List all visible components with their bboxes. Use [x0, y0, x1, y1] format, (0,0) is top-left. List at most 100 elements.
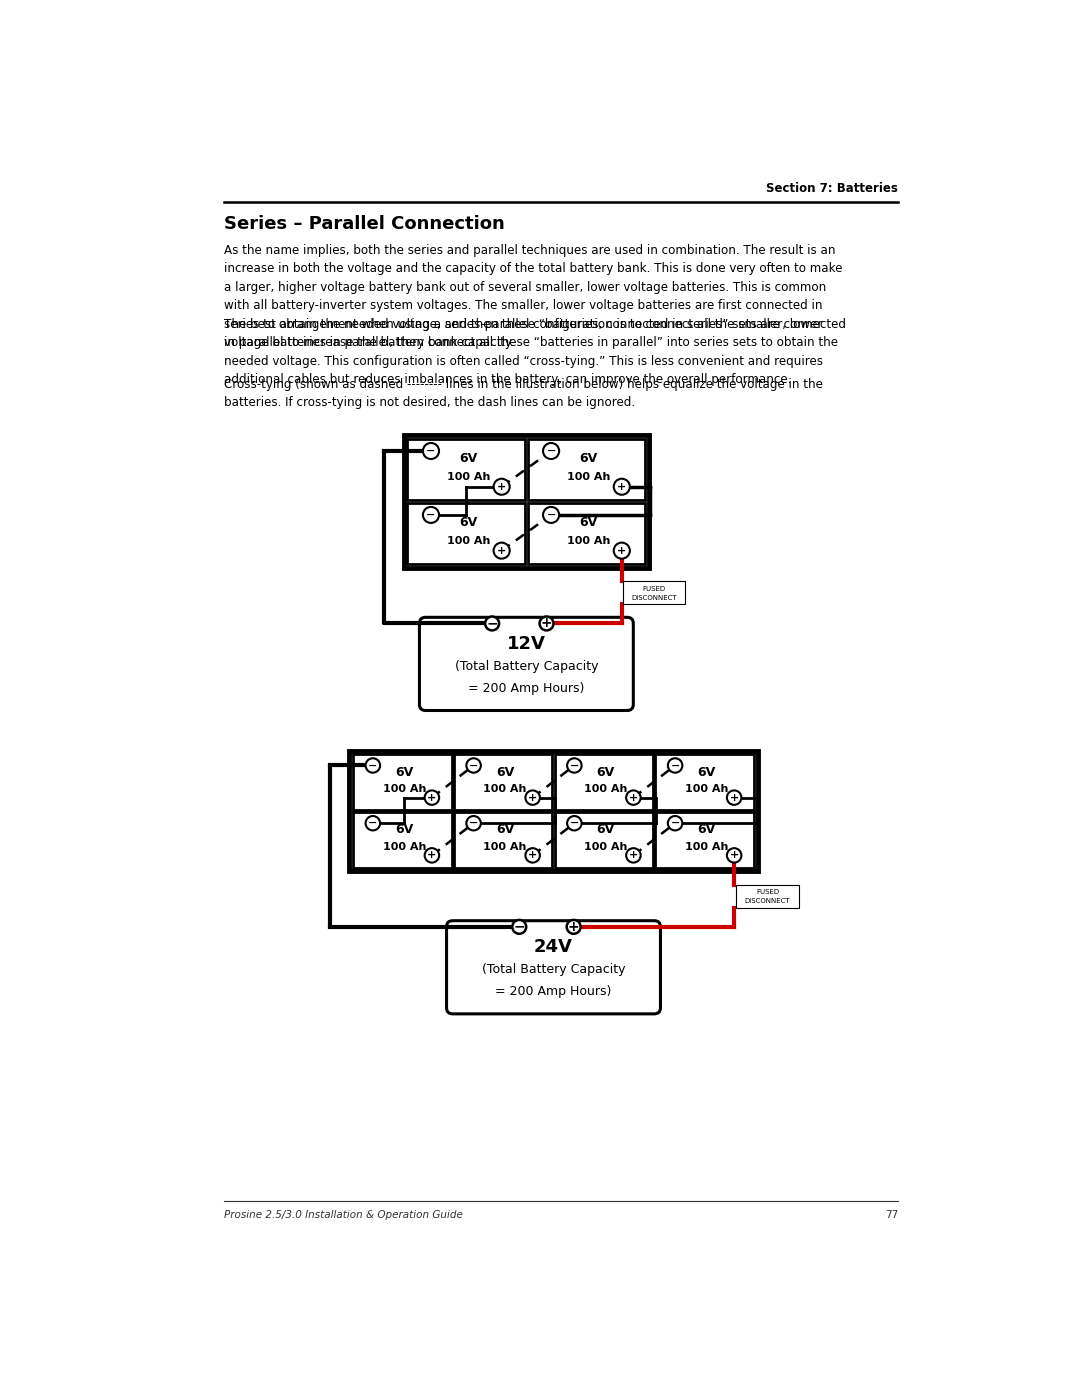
Text: = 200 Amp Hours): = 200 Amp Hours) — [496, 985, 611, 997]
Text: −: − — [427, 446, 435, 455]
Bar — [527, 439, 646, 500]
Circle shape — [423, 507, 440, 522]
Text: 6V: 6V — [460, 451, 477, 465]
Text: = 200 Amp Hours): = 200 Amp Hours) — [469, 682, 584, 694]
Text: −: − — [546, 510, 556, 520]
Circle shape — [366, 816, 380, 830]
Circle shape — [424, 848, 440, 862]
Text: 100 Ah: 100 Ah — [382, 841, 426, 852]
Bar — [407, 439, 525, 500]
Text: 6V: 6V — [597, 823, 615, 837]
Text: +: + — [629, 792, 638, 803]
Bar — [735, 884, 799, 908]
Circle shape — [366, 759, 380, 773]
Circle shape — [727, 791, 741, 805]
Text: 6V: 6V — [597, 766, 615, 778]
Circle shape — [525, 848, 540, 862]
Text: 100 Ah: 100 Ah — [584, 784, 627, 793]
Text: +: + — [528, 851, 537, 861]
Circle shape — [540, 616, 554, 630]
Circle shape — [613, 542, 630, 559]
Bar — [656, 812, 754, 868]
Text: 6V: 6V — [496, 766, 514, 778]
Circle shape — [423, 443, 440, 460]
Bar — [404, 434, 649, 569]
Text: −: − — [569, 760, 579, 771]
Text: 100 Ah: 100 Ah — [484, 784, 527, 793]
Text: 100 Ah: 100 Ah — [584, 841, 627, 852]
Circle shape — [567, 759, 582, 773]
Text: 6V: 6V — [496, 823, 514, 837]
Text: −: − — [368, 760, 378, 771]
Circle shape — [525, 791, 540, 805]
Text: +: + — [541, 616, 552, 630]
Text: +: + — [617, 546, 626, 556]
Text: 6V: 6V — [395, 823, 414, 837]
Circle shape — [567, 816, 582, 830]
Text: 6V: 6V — [395, 766, 414, 778]
Text: 6V: 6V — [460, 515, 477, 529]
Text: +: + — [729, 851, 739, 861]
Text: −: − — [671, 760, 679, 771]
Text: The best arrangement when using a series-parallel configuration is to connect al: The best arrangement when using a series… — [225, 317, 838, 387]
Text: −: − — [671, 819, 679, 828]
Text: +: + — [428, 851, 436, 861]
Text: −: − — [469, 819, 478, 828]
Text: 100 Ah: 100 Ah — [685, 841, 728, 852]
Circle shape — [467, 816, 481, 830]
Bar — [555, 812, 653, 868]
Text: 6V: 6V — [580, 451, 598, 465]
Text: Series – Parallel Connection: Series – Parallel Connection — [225, 215, 504, 233]
Circle shape — [567, 921, 581, 933]
Text: +: + — [729, 792, 739, 803]
Text: +: + — [497, 482, 507, 492]
Circle shape — [494, 542, 510, 559]
Circle shape — [494, 479, 510, 495]
Text: 100 Ah: 100 Ah — [447, 536, 490, 546]
Text: −: − — [469, 760, 478, 771]
Text: 100 Ah: 100 Ah — [567, 536, 610, 546]
Text: 6V: 6V — [580, 515, 598, 529]
Bar — [407, 503, 525, 564]
Text: 100 Ah: 100 Ah — [484, 841, 527, 852]
Text: (Total Battery Capacity: (Total Battery Capacity — [482, 963, 625, 977]
Circle shape — [485, 616, 499, 630]
Circle shape — [613, 479, 630, 495]
Text: +: + — [428, 792, 436, 803]
Text: −: − — [513, 919, 525, 933]
Text: Cross-tying (shown as dashed -------- lines in the illustration below) helps equ: Cross-tying (shown as dashed -------- li… — [225, 377, 823, 409]
Text: 12V: 12V — [507, 634, 545, 652]
Bar — [353, 754, 451, 810]
Text: DISCONNECT: DISCONNECT — [745, 898, 791, 904]
Text: Prosine 2.5/3.0 Installation & Operation Guide: Prosine 2.5/3.0 Installation & Operation… — [225, 1210, 463, 1220]
Text: As the name implies, both the series and parallel techniques are used in combina: As the name implies, both the series and… — [225, 244, 846, 349]
Text: +: + — [568, 919, 580, 933]
Circle shape — [543, 443, 559, 460]
Bar — [555, 754, 653, 810]
Bar — [454, 754, 552, 810]
Bar — [623, 581, 686, 605]
Bar — [656, 754, 754, 810]
Text: −: − — [546, 446, 556, 455]
Text: 77: 77 — [886, 1210, 899, 1220]
Circle shape — [467, 759, 481, 773]
Text: −: − — [427, 510, 435, 520]
Circle shape — [727, 848, 741, 862]
Circle shape — [512, 921, 526, 933]
Text: (Total Battery Capacity: (Total Battery Capacity — [455, 659, 598, 673]
Text: FUSED: FUSED — [756, 888, 779, 895]
Circle shape — [626, 848, 640, 862]
Text: Section 7: Batteries: Section 7: Batteries — [767, 182, 899, 194]
Circle shape — [667, 759, 683, 773]
Text: −: − — [486, 616, 498, 630]
Text: 100 Ah: 100 Ah — [567, 472, 610, 482]
Text: 24V: 24V — [535, 937, 572, 956]
Text: −: − — [569, 819, 579, 828]
Text: +: + — [617, 482, 626, 492]
Bar — [527, 503, 646, 564]
Text: 6V: 6V — [698, 823, 716, 837]
Bar — [454, 812, 552, 868]
Circle shape — [543, 507, 559, 522]
FancyBboxPatch shape — [446, 921, 661, 1014]
Text: +: + — [497, 546, 507, 556]
